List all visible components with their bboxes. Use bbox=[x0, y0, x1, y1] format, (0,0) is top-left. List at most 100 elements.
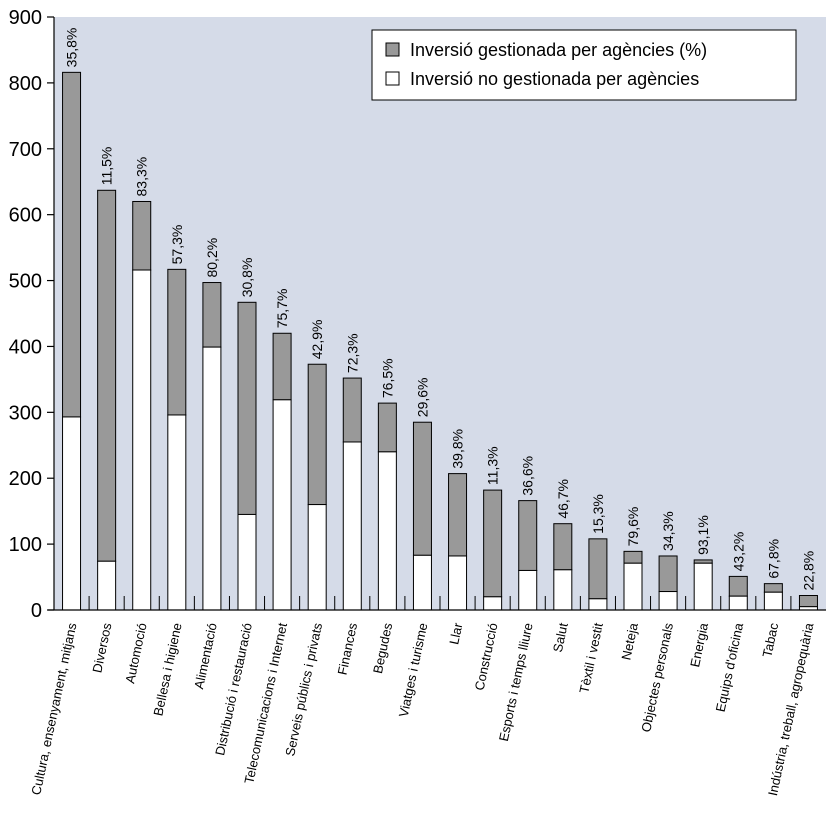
bar-unmanaged-segment bbox=[693, 562, 713, 611]
category-label: Esports i temps lliure bbox=[496, 622, 536, 743]
axes-group: 0 100 200 300 400 500 600 700 800 900 bbox=[9, 7, 826, 622]
bar-percent-label: 79,6% bbox=[625, 507, 641, 547]
legend-label-unmanaged: Inversió no gestionada per agències bbox=[410, 69, 699, 89]
bar-unmanaged-segment bbox=[97, 560, 117, 611]
bar-managed-segment bbox=[798, 595, 818, 608]
bar-percent-label: 83,3% bbox=[134, 157, 150, 197]
bar-unmanaged-segment bbox=[623, 562, 643, 611]
bar-percent-label: 72,3% bbox=[344, 333, 360, 373]
bar-managed-segment bbox=[448, 473, 468, 557]
bar-percent-label: 67,8% bbox=[765, 539, 781, 579]
category-label: Bellesa i higiene bbox=[150, 622, 184, 718]
bar-managed-segment bbox=[307, 363, 327, 506]
bar-managed-segment bbox=[588, 538, 608, 600]
category-label: Salut bbox=[550, 621, 571, 653]
category-label: Neteja bbox=[618, 621, 641, 662]
category-label: Viatges i turisme bbox=[396, 622, 431, 719]
bar-managed-segment bbox=[237, 301, 257, 515]
bar-percent-label: 34,3% bbox=[660, 511, 676, 551]
y-tick-label: 600 bbox=[9, 205, 42, 227]
category-label: Energia bbox=[687, 621, 711, 669]
bar-percent-label: 22,8% bbox=[800, 551, 816, 591]
bar-unmanaged-segment bbox=[553, 569, 573, 611]
legend-swatch-unmanaged bbox=[385, 71, 400, 86]
bar-percent-label: 76,5% bbox=[379, 358, 395, 398]
bar-unmanaged-segment bbox=[132, 269, 152, 611]
bar-unmanaged-segment bbox=[518, 569, 538, 611]
category-label: Serveis públics i privats bbox=[282, 621, 325, 757]
bar-managed-segment bbox=[272, 332, 292, 401]
y-tick-label: 300 bbox=[9, 402, 42, 424]
bar-unmanaged-segment bbox=[272, 399, 292, 611]
category-label: Alimentació bbox=[191, 622, 220, 691]
legend-label-managed: Inversió gestionada per agències (%) bbox=[410, 40, 707, 60]
y-tick-label: 700 bbox=[9, 139, 42, 161]
category-label: Objectes personals bbox=[638, 621, 676, 733]
category-label: Diversos bbox=[89, 621, 114, 674]
bar-percent-label: 43,2% bbox=[730, 532, 746, 572]
category-label: Construcció bbox=[472, 622, 501, 692]
bar-percent-label: 35,8% bbox=[64, 28, 80, 68]
bars-group bbox=[62, 71, 818, 611]
y-tick-label: 500 bbox=[9, 271, 42, 293]
y-tick-label: 900 bbox=[9, 7, 42, 29]
category-label: Llar bbox=[446, 621, 465, 646]
bar-managed-segment bbox=[623, 550, 643, 564]
y-tick-label: 200 bbox=[9, 468, 42, 490]
legend: Inversió gestionada per agències (%) Inv… bbox=[371, 29, 797, 101]
bar-unmanaged-segment bbox=[448, 555, 468, 611]
legend-box bbox=[371, 29, 797, 101]
bar-managed-segment bbox=[658, 555, 678, 593]
bar-managed-segment bbox=[412, 421, 432, 556]
y-tick-label: 400 bbox=[9, 336, 42, 358]
bar-unmanaged-segment bbox=[763, 591, 783, 611]
bar-managed-segment bbox=[62, 71, 82, 418]
bar-unmanaged-segment bbox=[342, 441, 362, 611]
bar-percent-label: 80,2% bbox=[204, 238, 220, 278]
bar-unmanaged-segment bbox=[237, 513, 257, 611]
bar-unmanaged-segment bbox=[202, 346, 222, 611]
bar-unmanaged-segment bbox=[728, 595, 748, 611]
bar-percent-label: 42,9% bbox=[309, 320, 325, 360]
bar-managed-segment bbox=[377, 402, 397, 453]
category-label: Automoció bbox=[122, 622, 149, 685]
bar-unmanaged-segment bbox=[412, 554, 432, 611]
bar-unmanaged-segment bbox=[167, 414, 187, 611]
y-tick-label: 800 bbox=[9, 73, 42, 95]
bar-managed-segment bbox=[553, 523, 573, 571]
bar-percent-label: 46,7% bbox=[555, 479, 571, 519]
bar-percent-label: 29,6% bbox=[414, 378, 430, 418]
bar-unmanaged-segment bbox=[62, 416, 82, 611]
bar-managed-segment bbox=[167, 268, 187, 416]
bar-managed-segment bbox=[132, 200, 152, 271]
bar-managed-segment bbox=[483, 489, 503, 598]
category-label: Cultura, ensenyament, mitjans bbox=[28, 621, 79, 796]
bar-percent-label: 75,7% bbox=[274, 289, 290, 329]
bar-percent-label: 15,3% bbox=[590, 494, 606, 534]
category-label: Tabac bbox=[759, 621, 781, 659]
bar-percent-label: 30,8% bbox=[239, 258, 255, 298]
category-label: Distribució i restauració bbox=[212, 622, 255, 757]
bar-managed-segment bbox=[518, 500, 538, 571]
y-tick-label: 0 bbox=[31, 600, 42, 622]
category-label: Finances bbox=[335, 621, 361, 676]
bar-percent-label: 36,6% bbox=[520, 456, 536, 496]
legend-swatch-managed bbox=[385, 42, 400, 57]
bar-managed-segment bbox=[728, 575, 748, 597]
bar-unmanaged-segment bbox=[377, 451, 397, 611]
bar-managed-segment bbox=[97, 189, 117, 562]
category-label: Begudes bbox=[370, 621, 395, 675]
bar-percent-label: 11,3% bbox=[485, 446, 501, 485]
bar-percent-label: 39,8% bbox=[450, 429, 466, 469]
bar-unmanaged-segment bbox=[483, 596, 503, 611]
y-tick-label: 100 bbox=[9, 534, 42, 556]
bar-managed-segment bbox=[342, 377, 362, 443]
bar-percent-label: 93,1% bbox=[695, 515, 711, 555]
bar-percent-label: 11,5% bbox=[99, 147, 115, 186]
bar-unmanaged-segment bbox=[658, 591, 678, 611]
bar-managed-segment bbox=[202, 282, 222, 348]
bar-managed-segment bbox=[763, 583, 783, 593]
category-label: Equips d'oficina bbox=[713, 621, 747, 714]
